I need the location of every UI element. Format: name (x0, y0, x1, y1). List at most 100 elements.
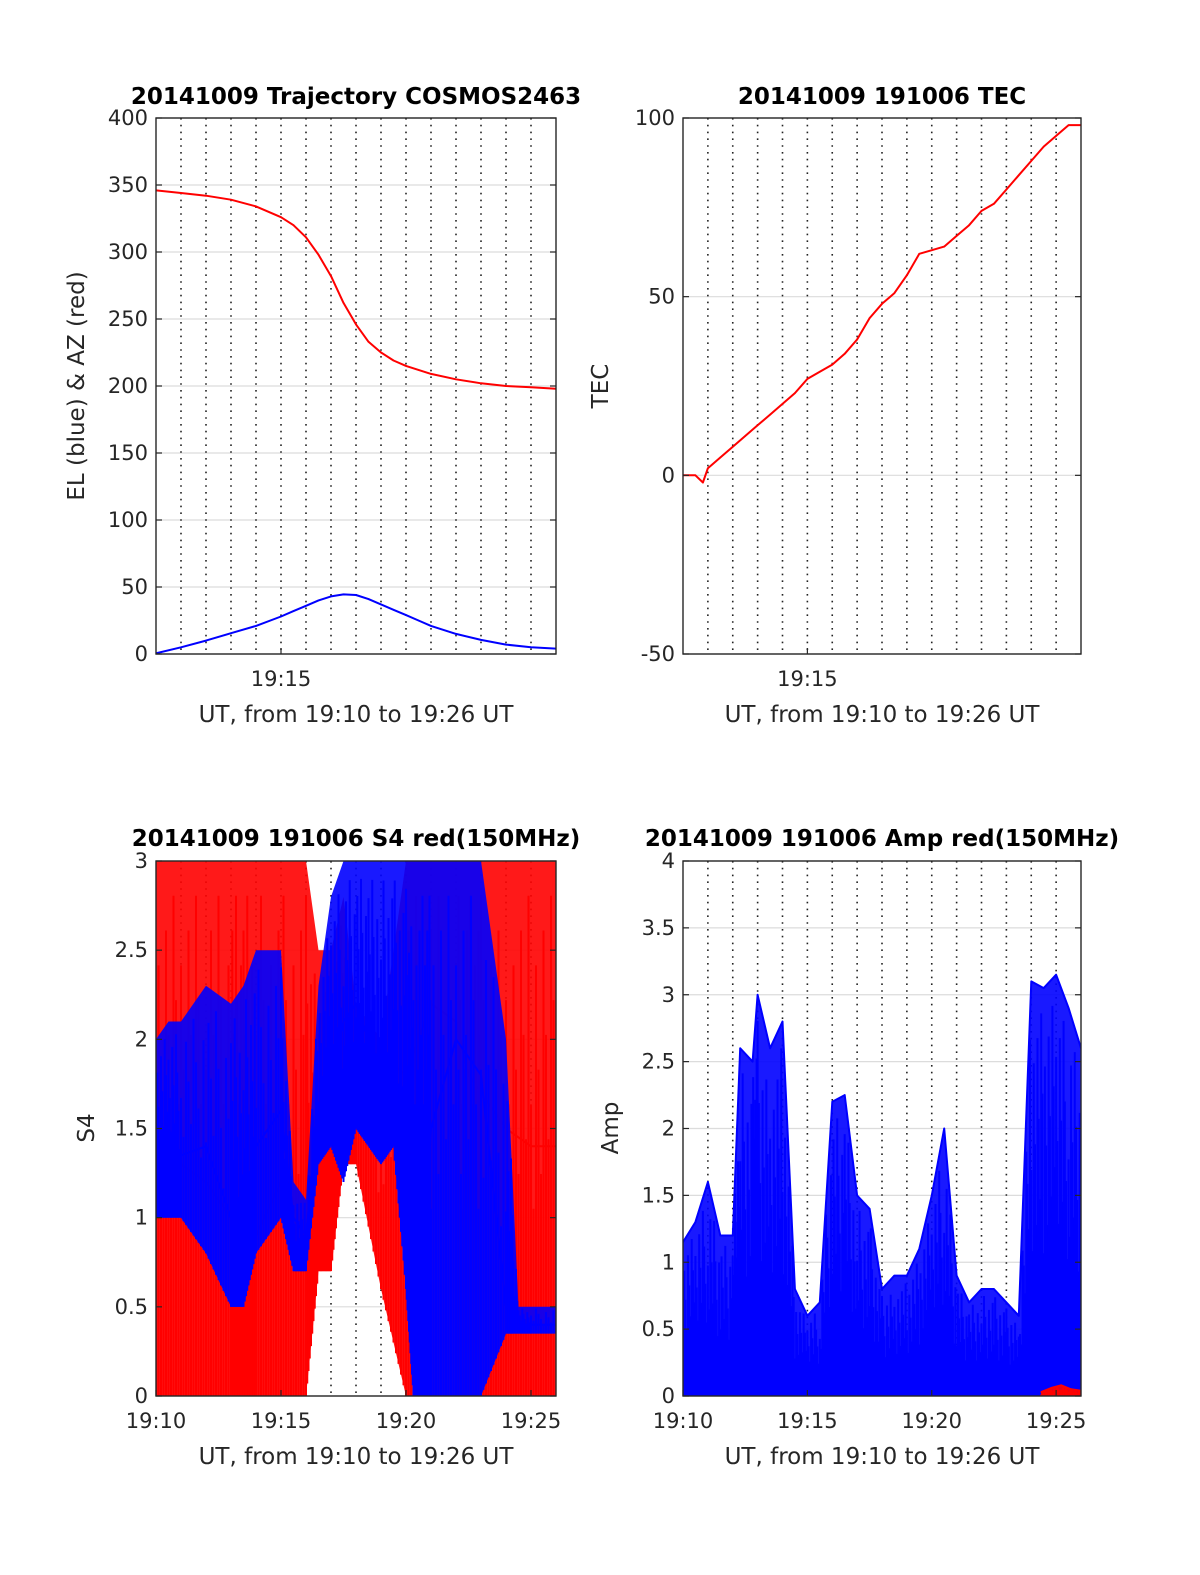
point-amp-0-28 (1018, 1314, 1020, 1317)
panel-s4: 20141009 191006 S4 red(150MHz) UT, from … (74, 826, 580, 1470)
point-trajectory-0-16 (417, 369, 420, 371)
point-trajectory-0-1 (180, 192, 182, 194)
point-trajectory-1-15 (405, 614, 407, 616)
point-s4-1-20 (430, 1127, 432, 1130)
point-trajectory-1-16 (417, 619, 420, 622)
xlabel-s4: UT, from 19:10 to 19:26 UT (199, 1444, 515, 1470)
point-amp-1-3 (1070, 1388, 1072, 1391)
xtick-label-s4-0: 19:10 (126, 1409, 187, 1433)
series-tec-0 (683, 124, 1081, 484)
point-trajectory-0-18 (455, 378, 457, 381)
point-tec-0-24 (968, 224, 970, 226)
point-amp-0-19 (906, 1274, 908, 1277)
title-trajectory: 20141009 Trajectory COSMOS2463 (131, 84, 581, 110)
xtick-label-amp-3: 19:25 (1026, 1409, 1087, 1433)
point-s4-1-6 (255, 1145, 257, 1148)
point-s4-1-8 (292, 1216, 295, 1219)
point-trajectory-0-20 (505, 385, 507, 387)
point-tec-0-8 (769, 413, 771, 416)
point-amp-1-2 (1060, 1384, 1062, 1387)
point-trajectory-0-2 (205, 194, 207, 197)
point-amp-0-3 (719, 1234, 722, 1237)
ylabel-amp: Amp (598, 1102, 624, 1155)
ytick-label-trajectory-7: 350 (108, 173, 148, 197)
point-tec-0-17 (881, 303, 883, 305)
point-trajectory-1-20 (505, 643, 507, 646)
point-tec-0-19 (906, 274, 908, 277)
point-amp-0-10 (794, 1288, 796, 1290)
point-tec-0-1 (694, 474, 697, 477)
ytick-label-amp-5: 2.5 (642, 1050, 675, 1074)
point-trajectory-0-13 (380, 351, 382, 354)
point-amp-0-27 (1005, 1301, 1008, 1304)
point-amp-0-16 (868, 1207, 871, 1210)
point-tec-0-10 (794, 392, 796, 394)
series-amp-1 (1040, 1384, 1081, 1396)
point-trajectory-0-10 (342, 302, 345, 304)
xtick-label-amp-2: 19:20 (901, 1409, 962, 1433)
ytick-label-trajectory-8: 400 (108, 106, 148, 130)
series-line-tec-0 (683, 124, 1081, 484)
point-trajectory-1-6 (292, 610, 295, 612)
point-tec-0-30 (1042, 145, 1045, 148)
point-tec-0-5 (731, 445, 734, 448)
point-trajectory-1-17 (430, 625, 432, 627)
point-trajectory-0-15 (405, 365, 407, 367)
ytick-label-amp-0: 0 (662, 1384, 675, 1408)
point-s4-0-8 (317, 1252, 320, 1255)
plot-area-tec (683, 124, 1081, 484)
point-s4-1-7 (280, 1109, 282, 1112)
series-trajectory-0 (156, 189, 556, 390)
point-amp-0-24 (968, 1301, 970, 1304)
ytick-label-tec-0: -50 (641, 642, 675, 666)
point-s4-1-12 (342, 1020, 345, 1023)
point-amp-0-30 (1042, 987, 1045, 989)
point-amp-0-6 (751, 1060, 754, 1063)
ytick-label-trajectory-0: 0 (135, 642, 148, 666)
point-tec-0-22 (943, 245, 945, 248)
point-s4-1-15 (380, 1074, 382, 1076)
point-amp-0-7 (756, 993, 759, 996)
panel-amp: 20141009 191006 Amp red(150MHz) UT, from… (598, 826, 1119, 1470)
point-trajectory-0-8 (317, 253, 320, 256)
point-s4-1-14 (367, 1038, 370, 1041)
point-trajectory-0-7 (305, 236, 307, 239)
point-trajectory-1-8 (317, 599, 320, 602)
point-s4-1-2 (180, 1154, 182, 1157)
ytick-label-s4-3: 1.5 (115, 1117, 148, 1141)
point-tec-0-9 (781, 403, 784, 405)
point-amp-0-8 (769, 1047, 771, 1050)
point-s4-1-1 (167, 1127, 170, 1130)
point-trajectory-1-2 (205, 639, 207, 642)
point-tec-0-12 (819, 370, 821, 373)
point-tec-0-23 (955, 235, 958, 237)
plot-area-amp (683, 973, 1081, 1396)
ytick-label-tec-3: 100 (635, 106, 675, 130)
point-trajectory-0-14 (392, 359, 395, 362)
point-amp-0-23 (955, 1274, 958, 1277)
ytick-label-s4-5: 2.5 (115, 938, 148, 962)
point-amp-0-12 (819, 1301, 821, 1304)
axes-box-tec (682, 117, 1082, 655)
ytick-label-trajectory-6: 300 (108, 240, 148, 264)
ytick-label-amp-8: 4 (662, 849, 675, 873)
point-s4-1-25 (530, 1323, 532, 1326)
point-tec-0-20 (918, 252, 921, 255)
point-trajectory-0-9 (330, 275, 332, 277)
point-trajectory-1-9 (330, 595, 332, 598)
point-s4-1-23 (505, 1306, 507, 1308)
series-line-amp-0 (683, 973, 1081, 1317)
point-trajectory-0-6 (292, 224, 295, 226)
point-s4-1-10 (317, 1109, 320, 1112)
point-amp-0-11 (806, 1314, 809, 1317)
ytick-label-s4-2: 1 (135, 1206, 148, 1230)
point-trajectory-0-19 (480, 382, 482, 385)
point-s4-1-5 (242, 1234, 245, 1237)
ytick-label-amp-4: 2 (662, 1117, 675, 1141)
point-tec-0-13 (831, 363, 834, 366)
ytick-label-s4-6: 3 (135, 849, 148, 873)
point-s4-1-11 (330, 1074, 332, 1076)
xtick-label-s4-2: 19:20 (376, 1409, 437, 1433)
point-tec-0-7 (756, 424, 759, 427)
title-tec: 20141009 191006 TEC (738, 84, 1026, 110)
